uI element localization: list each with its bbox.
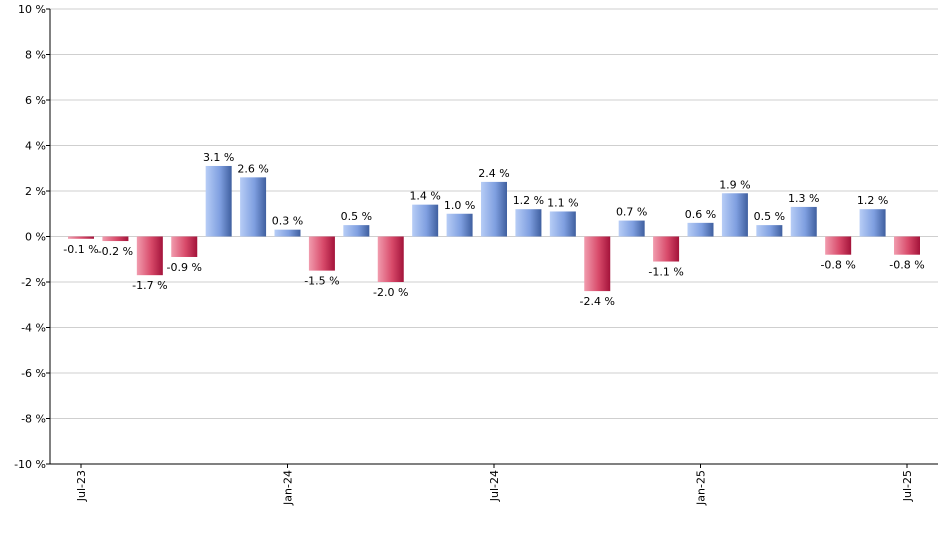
data-label: 2.4 %	[478, 167, 509, 180]
data-label: -1.5 %	[304, 275, 339, 288]
data-label: 1.3 %	[788, 192, 819, 205]
y-tick-label: 4 %	[25, 140, 46, 153]
bar-jan-24	[274, 229, 301, 237]
data-label: 1.2 %	[857, 194, 888, 207]
bar-jun-24	[446, 213, 473, 237]
data-label: 1.2 %	[513, 194, 544, 207]
data-label: 1.9 %	[719, 178, 750, 191]
data-label: 0.5 %	[754, 210, 785, 223]
bar-dec-24	[653, 236, 680, 262]
bar-apr-25	[790, 206, 817, 237]
y-tick-label: 6 %	[25, 94, 46, 107]
bar-feb-24	[308, 236, 335, 271]
data-label: 3.1 %	[203, 151, 234, 164]
bar-nov-23	[205, 165, 232, 237]
data-label: 0.5 %	[341, 210, 372, 223]
y-tick-label: 8 %	[25, 49, 46, 62]
x-axis-tick-labels: Jul-23 Jan-24 Jul-24 Jan-25 Jul-25	[75, 464, 914, 506]
bar-oct-24	[584, 236, 611, 292]
bar-nov-24	[618, 220, 645, 237]
y-tick-label: -2 %	[21, 276, 46, 289]
data-label: -0.8 %	[889, 259, 924, 272]
data-label: -2.4 %	[580, 295, 615, 308]
bar-oct-23	[171, 236, 198, 257]
y-tick-label: -4 %	[21, 322, 46, 335]
bar-dec-23	[240, 177, 267, 237]
data-label: 0.3 %	[272, 215, 303, 228]
bar-mar-24	[343, 225, 370, 237]
y-axis-tick-labels: 10 % 8 % 6 % 4 % 2 % 0 % -2 % -4 % -6 % -8 % -10 %	[14, 3, 50, 471]
bar-may-25	[825, 236, 852, 255]
bar-may-24	[412, 204, 439, 237]
y-tick-label: 0 %	[25, 231, 46, 244]
x-tick-label: Jul-24	[488, 470, 501, 502]
y-tick-label: -6 %	[21, 367, 46, 380]
bar-jan-25	[687, 222, 714, 237]
data-labels: -0.1 %-0.2 % -1.7 %-0.9 % 3.1 %2.6 % 0.3 % -…	[63, 151, 924, 308]
data-label: 2.6 %	[237, 162, 268, 175]
data-label: -2.0 %	[373, 286, 408, 299]
bar-aug-24	[515, 209, 542, 237]
bar-jul-24	[481, 181, 507, 237]
bar-jul-25	[894, 236, 920, 255]
x-tick-label: Jul-23	[75, 470, 88, 502]
bar-mar-25	[756, 225, 783, 237]
data-label: -0.2 %	[98, 245, 133, 258]
data-label: 1.0 %	[444, 199, 475, 212]
y-tick-label: -10 %	[14, 458, 46, 471]
bar-sep-24	[549, 211, 576, 237]
bar-feb-25	[721, 193, 748, 237]
data-label: 0.7 %	[616, 206, 647, 219]
data-label: -1.7 %	[132, 279, 167, 292]
bar-sep-23	[136, 236, 163, 276]
bars	[68, 165, 920, 292]
y-tick-label: -8 %	[21, 413, 46, 426]
data-label: 1.1 %	[547, 196, 578, 209]
data-label: -1.1 %	[648, 266, 683, 279]
y-tick-label: 10 %	[18, 3, 46, 16]
x-tick-label: Jan-24	[282, 470, 295, 506]
data-label: 0.6 %	[685, 208, 716, 221]
data-label: -0.1 %	[63, 243, 98, 256]
data-label: -0.8 %	[820, 259, 855, 272]
y-tick-label: 2 %	[25, 185, 46, 198]
bar-jun-25	[859, 209, 886, 237]
bar-apr-24	[377, 236, 404, 282]
x-tick-label: Jan-25	[695, 470, 708, 506]
data-label: 1.4 %	[409, 190, 440, 203]
bar-aug-23	[102, 236, 129, 242]
x-tick-label: Jul-25	[901, 470, 914, 502]
bar-jul-23	[68, 236, 94, 239]
data-label: -0.9 %	[167, 261, 202, 274]
